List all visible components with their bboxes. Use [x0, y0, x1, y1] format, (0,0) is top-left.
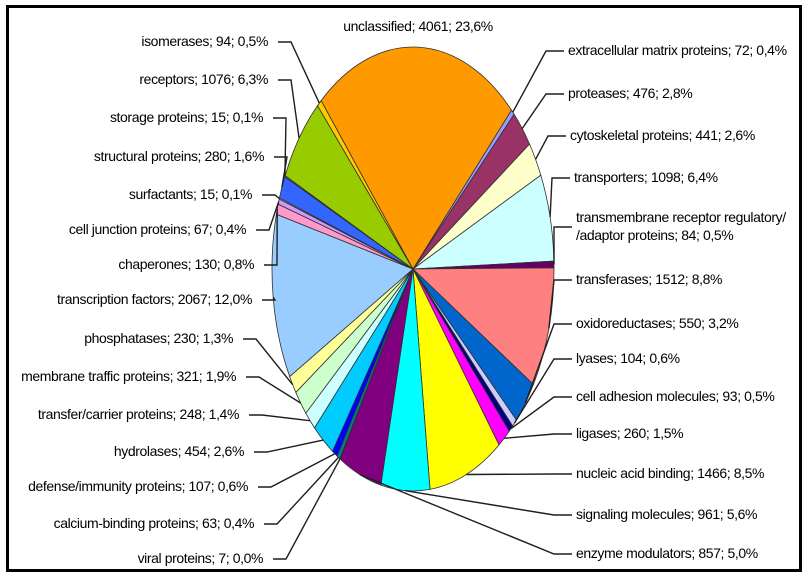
pie-slice-label: chaperones; 130; 0,8% [118, 256, 254, 273]
leader-line [273, 458, 341, 560]
figure-border: extracellular matrix proteins; 72; 0,4% p… [6, 5, 802, 572]
pie-slice-label: unclassified; 4061; 23,6% [343, 18, 493, 35]
pie-slice [412, 267, 555, 386]
leader-line [278, 41, 320, 104]
leader-line [256, 201, 280, 231]
pie-slice-label: lyases; 104; 0,6% [576, 350, 680, 367]
leader-line [273, 117, 287, 177]
pie-slice-label: signaling molecules; 961; 5,6% [576, 506, 758, 523]
pie-slice-label: ligases; 260; 1,5% [576, 425, 684, 442]
pie-slice-label: surfactants; 15; 0,1% [128, 186, 253, 203]
leader-line [246, 376, 301, 404]
pie-slice-label: transcription factors; 2067; 12,0% [57, 291, 252, 308]
pie-slice-label: extracellular matrix proteins; 72; 0,4% [568, 42, 787, 59]
leader-line [534, 135, 566, 160]
leader-line [553, 226, 572, 265]
pie-slice-label: cell junction proteins; 67; 0,4% [68, 221, 246, 238]
leader-line [258, 453, 336, 488]
pie-slice-label: hydrolases; 454; 2,6% [113, 443, 245, 460]
leader-line [512, 50, 564, 113]
pie-slice-label: oxidoreductases; 550; 3,2% [576, 315, 739, 332]
leader-line [510, 396, 572, 430]
leader-line [254, 439, 324, 453]
pie-slice-label: transfer/carrier proteins; 248; 1,4% [37, 406, 240, 423]
leader-line [262, 297, 277, 301]
pie-slice-label: structural proteins; 280; 1,6% [93, 148, 265, 165]
pie-slice-label: proteases; 476; 2,8% [568, 85, 693, 102]
pie-slice-label: defense/immunity proteins; 107; 0,6% [28, 478, 248, 495]
leader-line [548, 279, 572, 329]
pie-chart [243, 41, 572, 560]
pie-slice-label: phosphatases; 230; 1,3% [84, 330, 233, 347]
pie-slice-label: nucleic acid binding; 1466; 8,5% [576, 465, 765, 482]
leader-line [359, 473, 572, 555]
leader-line [524, 323, 572, 404]
pie-slice-label: viral proteins; 7; 0,0% [137, 550, 264, 567]
pie-slice-label: transferases; 1512; 8,8% [576, 271, 723, 288]
leader-line [513, 358, 572, 424]
pie-slice-label: transporters; 1098; 6,4% [574, 169, 718, 186]
pie-slice-label: membrane traffic proteins; 321; 1,9% [21, 368, 236, 385]
leader-line [549, 177, 570, 218]
leader-line [278, 79, 300, 139]
leader-line [274, 156, 288, 188]
pie-slice [320, 46, 512, 270]
leader-line [504, 433, 572, 439]
leader-line [264, 456, 340, 525]
leader-line [249, 414, 311, 422]
pie-slice-label: cell adhesion molecules; 93; 0,5% [576, 388, 775, 405]
pie-slice-label: enzyme modulators; 857; 5,0% [576, 545, 758, 562]
pie-slice-label: isomerases; 94; 0,5% [141, 33, 268, 50]
leader-line [405, 490, 572, 516]
pie-slice-label: calcium-binding proteins; 63; 0,4% [53, 515, 255, 532]
leader-line [264, 209, 278, 266]
pie-slice-label: transmembrane receptor regulatory/ /adap… [576, 209, 786, 243]
pie-slice-label: cytoskeletal proteins; 441; 2,6% [570, 127, 755, 144]
pie-slice [271, 213, 414, 378]
leader-line [262, 194, 280, 199]
pie-slice-label: storage proteins; 15; 0,1% [109, 109, 263, 126]
pie-slice-label: receptors; 1076; 6,3% [139, 71, 268, 88]
leader-line [243, 338, 294, 386]
leader-line [521, 93, 564, 129]
leader-line [466, 473, 572, 476]
